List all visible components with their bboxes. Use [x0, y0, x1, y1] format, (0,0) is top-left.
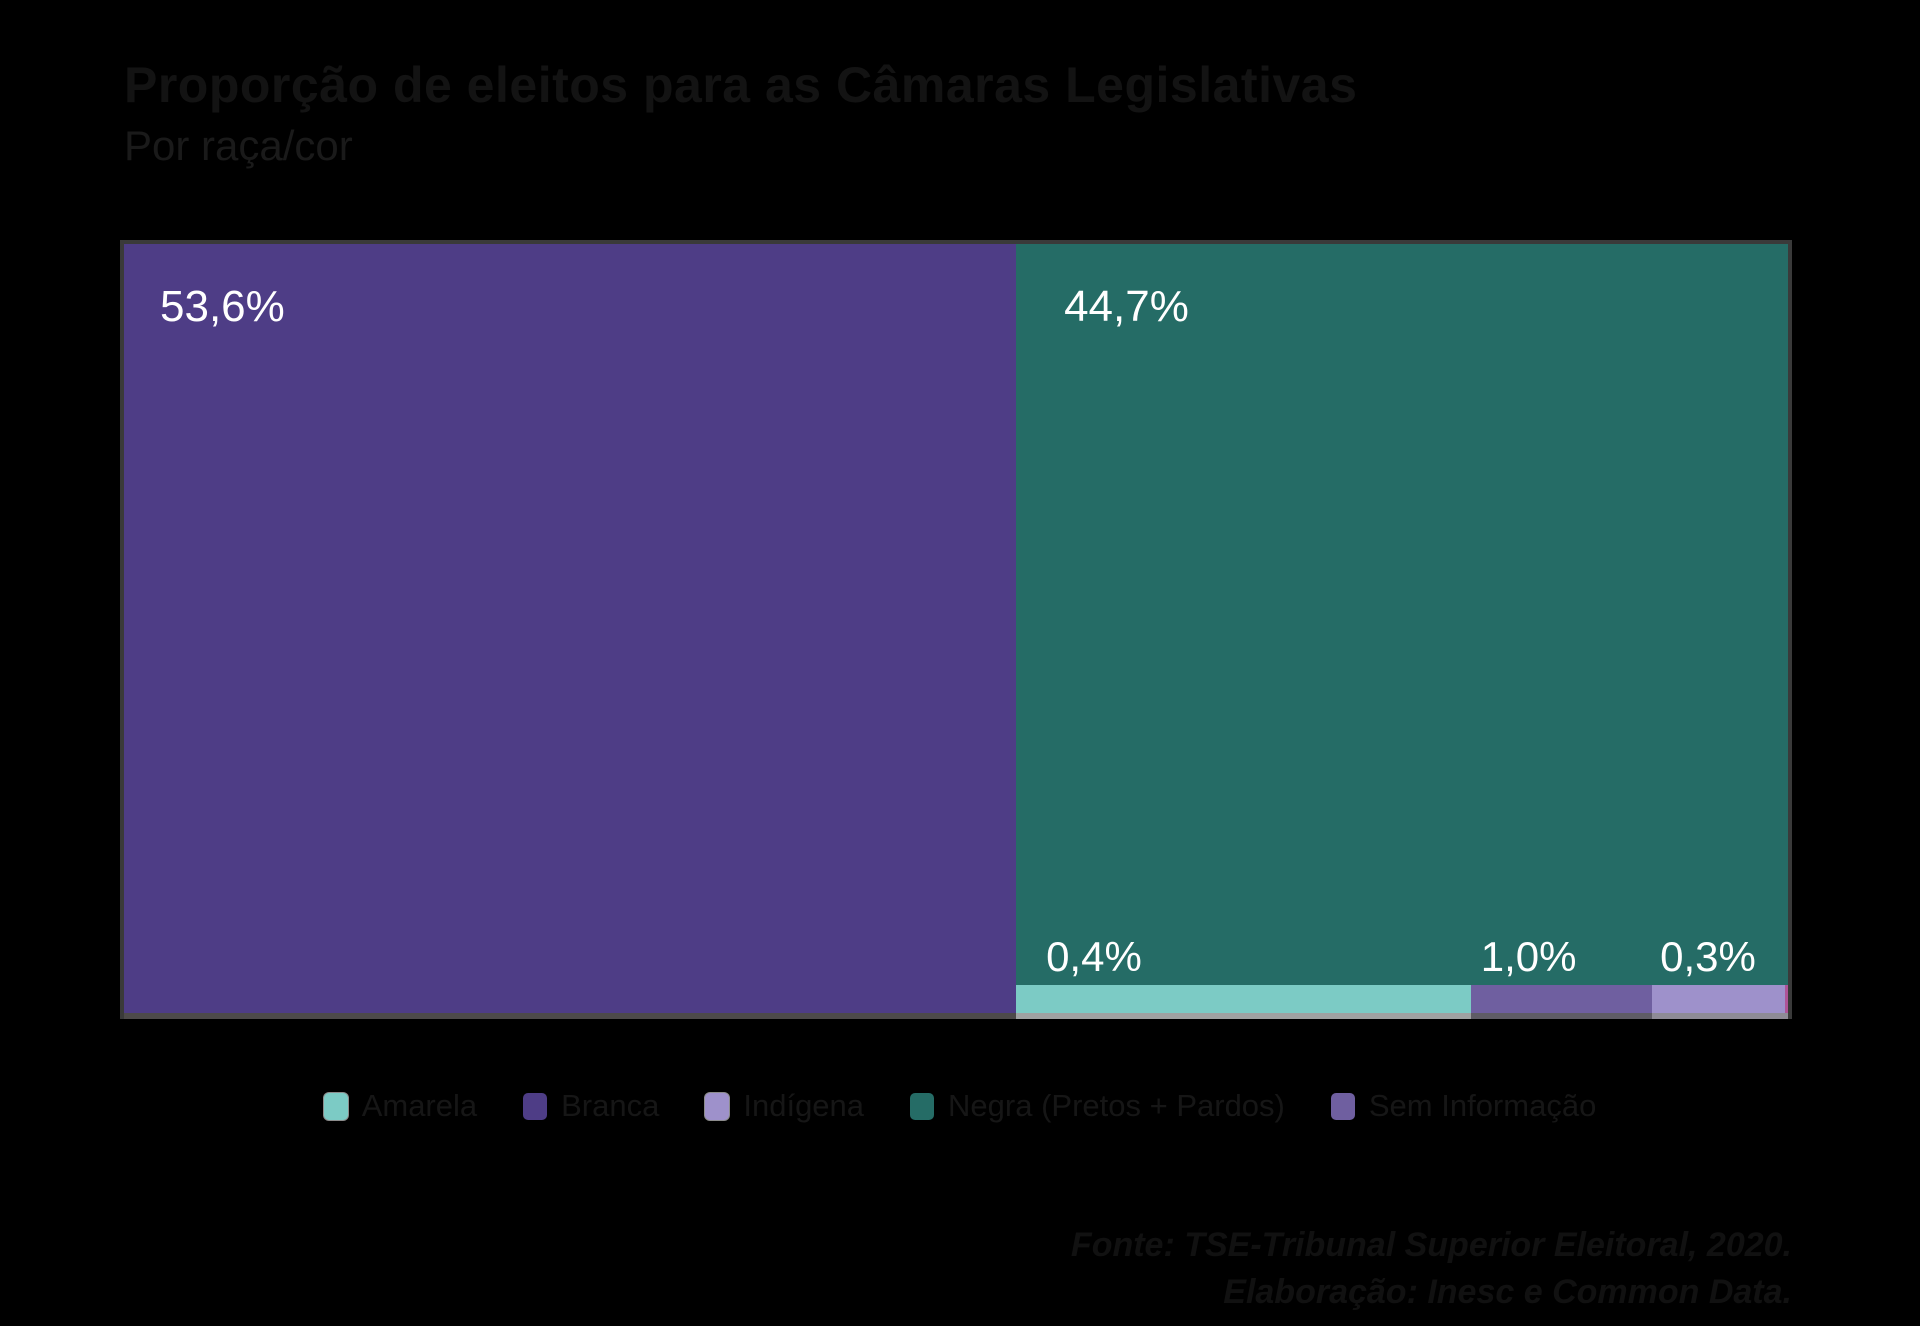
legend-item-indigena[interactable]: Indígena: [705, 1088, 864, 1124]
treemap-right-column: 44,7% 0,4% 1,0% 0,3%: [1016, 244, 1788, 1013]
legend: Amarela Branca Indígena Negra (Pretos + …: [0, 1088, 1920, 1124]
treemap-tile-amarela[interactable]: [1016, 985, 1471, 1013]
legend-item-amarela[interactable]: Amarela: [323, 1088, 478, 1124]
treemap-tile-indigena[interactable]: [1652, 985, 1785, 1013]
legend-label-indigena: Indígena: [743, 1088, 865, 1123]
treemap-plot-area: 53,6% 44,7% 0,4% 1,0% 0,3%: [124, 244, 1788, 1013]
legend-label-amarela: Amarela: [361, 1088, 478, 1123]
tile-label-sem-informacao: 1,0%: [1480, 933, 1577, 980]
legend-label-branca: Branca: [561, 1088, 660, 1123]
source-note: Fonte: TSE-Tribunal Superior Eleitoral, …: [1071, 1222, 1792, 1316]
elaboration-line: Elaboração: Inesc e Common Data.: [1223, 1272, 1792, 1311]
legend-item-branca[interactable]: Branca: [523, 1088, 659, 1124]
legend-item-negra[interactable]: Negra (Pretos + Pardos): [910, 1088, 1285, 1124]
treemap-chart: 53,6% 44,7% 0,4% 1,0% 0,3%: [120, 240, 1792, 1019]
treemap-small-tiles-row: [1016, 985, 1788, 1013]
treemap-tile-branca[interactable]: 53,6%: [124, 244, 1017, 1013]
treemap-tile-negra[interactable]: 44,7% 0,4% 1,0% 0,3%: [1016, 244, 1788, 985]
treemap-tile-sliver: [1784, 985, 1788, 1013]
legend-swatch-branca-icon: [523, 1092, 548, 1120]
tile-label-indigena: 0,3%: [1660, 933, 1756, 980]
legend-label-negra: Negra (Pretos + Pardos): [948, 1088, 1285, 1123]
treemap-tile-sem-informacao[interactable]: [1470, 985, 1653, 1013]
legend-item-sem-informacao[interactable]: Sem Informação: [1330, 1088, 1597, 1124]
legend-swatch-sem-informacao-icon: [1330, 1092, 1355, 1120]
tile-label-amarela: 0,4%: [1046, 933, 1142, 980]
chart-header: Proporção de eleitos para as Câmaras Leg…: [124, 56, 1357, 170]
page-subtitle: Por raça/cor: [124, 122, 353, 169]
legend-swatch-indigena-icon: [705, 1092, 730, 1120]
page-title: Proporção de eleitos para as Câmaras Leg…: [124, 57, 1358, 113]
legend-swatch-amarela-icon: [323, 1092, 348, 1120]
legend-label-sem-informacao: Sem Informação: [1368, 1088, 1597, 1123]
legend-swatch-negra-icon: [910, 1092, 935, 1120]
source-line: Fonte: TSE-Tribunal Superior Eleitoral, …: [1070, 1226, 1792, 1264]
tile-label-negra: 44,7%: [1064, 282, 1189, 331]
tile-label-branca: 53,6%: [160, 282, 285, 331]
chart-bottom-edge: [124, 1013, 1788, 1019]
